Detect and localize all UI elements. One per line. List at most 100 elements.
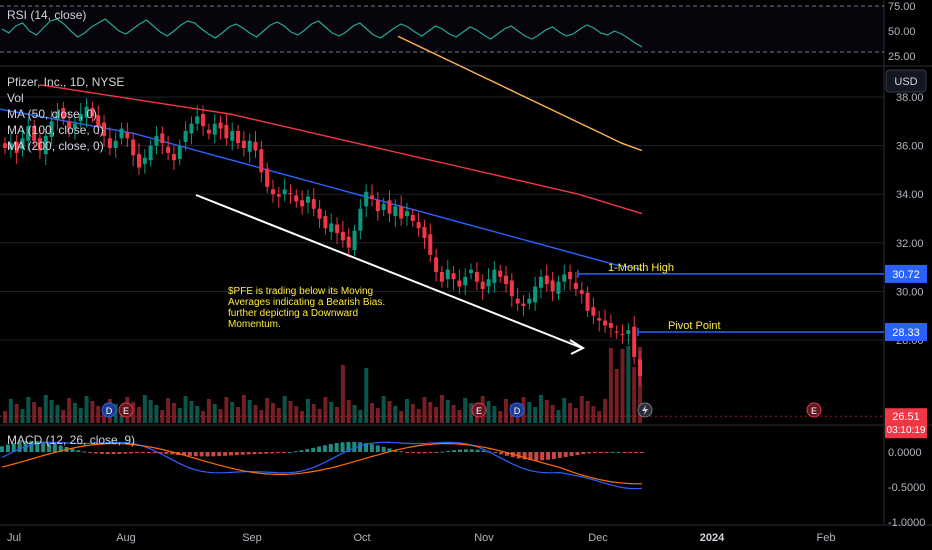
annotation-text[interactable]: $PFE is trading below its MovingAverages… — [228, 286, 385, 330]
downtrend-arrow[interactable] — [195, 194, 583, 349]
candle — [451, 273, 456, 280]
candle — [43, 135, 48, 155]
volume-bar — [416, 409, 421, 423]
macd-bar — [93, 452, 98, 454]
candle — [573, 282, 578, 289]
macd-bar — [99, 452, 104, 454]
volume-bar — [393, 406, 398, 423]
volume-bar — [224, 397, 229, 423]
volume-bar — [3, 411, 7, 423]
candle — [509, 280, 514, 297]
volume-bar — [591, 406, 596, 423]
candle — [381, 203, 386, 210]
candle — [603, 320, 608, 326]
candle — [259, 149, 264, 173]
candle — [375, 200, 380, 212]
volume-bar — [492, 406, 497, 423]
volume-bar — [212, 404, 217, 423]
macd-bar — [88, 452, 93, 453]
candle — [521, 303, 526, 306]
volume-bar — [72, 403, 77, 423]
volume-bar — [614, 369, 619, 423]
volume-bar — [236, 407, 241, 423]
macd-bar — [528, 452, 533, 461]
volume-bar — [375, 408, 380, 423]
candle — [340, 231, 345, 241]
macd-bar — [546, 452, 551, 460]
candle — [591, 307, 596, 316]
macd-bar — [52, 443, 57, 452]
last-price-text: 26.51 — [892, 411, 920, 423]
volume-bar — [381, 396, 386, 423]
event-marker-label-4: E — [811, 406, 817, 416]
macd-bar — [540, 452, 545, 461]
macd-bar — [223, 452, 228, 456]
candle — [585, 292, 590, 311]
legend-item-1: MA (50, close, 0) — [7, 107, 97, 121]
macd-tick-2: -1.0000 — [888, 517, 925, 529]
candle — [556, 281, 561, 294]
event-marker-1 — [118, 402, 134, 418]
time-axis: Jul Aug Sep Oct Nov Dec 2024 Feb — [7, 532, 836, 544]
volume-bar — [206, 399, 211, 423]
macd-bar — [393, 449, 398, 452]
macd-bar — [105, 452, 110, 455]
candle — [67, 121, 72, 129]
volume-bar — [579, 396, 584, 423]
symbol-label[interactable]: Pfizer, Inc., 1D, NYSE — [7, 75, 124, 89]
candle — [393, 206, 398, 217]
macd-bar — [364, 443, 369, 452]
candle — [300, 200, 305, 207]
candle — [399, 206, 404, 219]
macd-bar — [575, 452, 580, 455]
macd-bar — [305, 449, 310, 452]
volume-bar — [270, 403, 275, 423]
candle — [370, 195, 375, 200]
indicator-legend: Vol MA (50, close, 0) MA (100, close, 0) MA… — [7, 91, 104, 153]
currency-button[interactable] — [885, 69, 927, 93]
candle — [131, 139, 136, 156]
candle — [568, 271, 573, 280]
macd-bar — [82, 451, 87, 453]
annotation-line-3: Momentum. — [228, 319, 281, 330]
volume-bar — [562, 398, 567, 423]
volume-bar — [439, 395, 444, 423]
candle — [201, 114, 206, 127]
candle — [113, 140, 118, 149]
macd-bar — [640, 452, 644, 453]
macd-label: MACD (12, 26, close, 9) — [7, 433, 135, 447]
rsi-axis: 75.00 50.00 25.00 — [888, 1, 916, 63]
volume-bar — [160, 410, 165, 423]
macd-line — [1, 441, 643, 490]
macd-bar — [281, 452, 286, 453]
volume-bar — [346, 400, 351, 423]
candle — [236, 131, 241, 144]
volume-bar — [183, 396, 188, 423]
level-badge-1 — [885, 322, 927, 341]
rsi-line — [1, 18, 643, 48]
candle — [550, 280, 555, 292]
candle — [457, 280, 462, 287]
macd-bar — [475, 449, 480, 452]
candle — [14, 141, 19, 153]
rsi-tick-0: 75.00 — [888, 1, 916, 13]
volume-bar — [498, 411, 503, 423]
candle — [55, 111, 60, 121]
candle — [533, 286, 538, 303]
macd-bar — [17, 442, 22, 452]
candle — [608, 322, 613, 328]
macd-bar — [0, 446, 4, 452]
volume-bar — [603, 399, 608, 423]
volume-bar — [533, 407, 538, 423]
macd-bar — [129, 452, 134, 454]
candle — [189, 123, 194, 134]
macd-bar — [29, 440, 34, 452]
macd-bar — [258, 452, 263, 454]
macd-bar — [270, 452, 275, 454]
macd-bar — [387, 448, 392, 452]
volume-bar — [61, 410, 66, 423]
price-tick-4: 30.00 — [896, 286, 924, 298]
volume-bar — [276, 408, 281, 423]
macd-bar — [493, 452, 498, 453]
legend-item-3: MA (200, close, 0) — [7, 139, 104, 153]
